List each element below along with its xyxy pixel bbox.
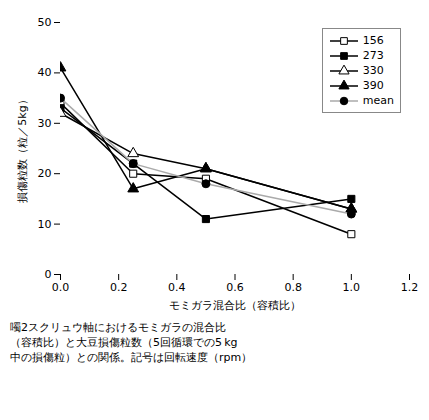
svg-text:20: 20 (38, 167, 52, 180)
svg-text:0.4: 0.4 (168, 281, 186, 294)
svg-text:0.8: 0.8 (284, 281, 302, 294)
html-text:噣2スクリュウ軸におけるモミガラの混合比: 噣2スクリュウ軸におけるモミガラの混合比 (10, 321, 226, 334)
html-text:273: 273 (362, 49, 384, 62)
svg-text:30: 30 (38, 117, 52, 130)
svg-text:0.0: 0.0 (52, 281, 70, 294)
html-text:mean: mean (362, 94, 394, 107)
svg-text:10: 10 (38, 218, 52, 231)
html-text:390: 390 (362, 79, 384, 92)
svg-text:40: 40 (38, 66, 52, 79)
svg-text:1.0: 1.0 (343, 281, 361, 294)
html-text:156: 156 (362, 34, 384, 47)
svg-text:0.6: 0.6 (226, 281, 244, 294)
html-text:330: 330 (362, 64, 384, 77)
svg-text:モミガラ混合比（容積比）: モミガラ混合比（容積比） (169, 299, 301, 312)
html-text:中の損傷粒）との関係。記号は回転速度（rpm）: 中の損傷粒）との関係。記号は回転速度（rpm） (10, 351, 253, 364)
html-text:（容積比）と大豆損傷粒数（5回循環での5 kg: （容積比）と大豆損傷粒数（5回循環での5 kg (10, 336, 238, 349)
svg-text:1.2: 1.2 (401, 281, 419, 294)
svg-text:損傷粒数（粒／5kg）: 損傷粒数（粒／5kg） (16, 94, 29, 202)
svg-text:0: 0 (45, 268, 52, 281)
svg-text:0.2: 0.2 (110, 281, 128, 294)
svg-text:50: 50 (38, 16, 52, 29)
